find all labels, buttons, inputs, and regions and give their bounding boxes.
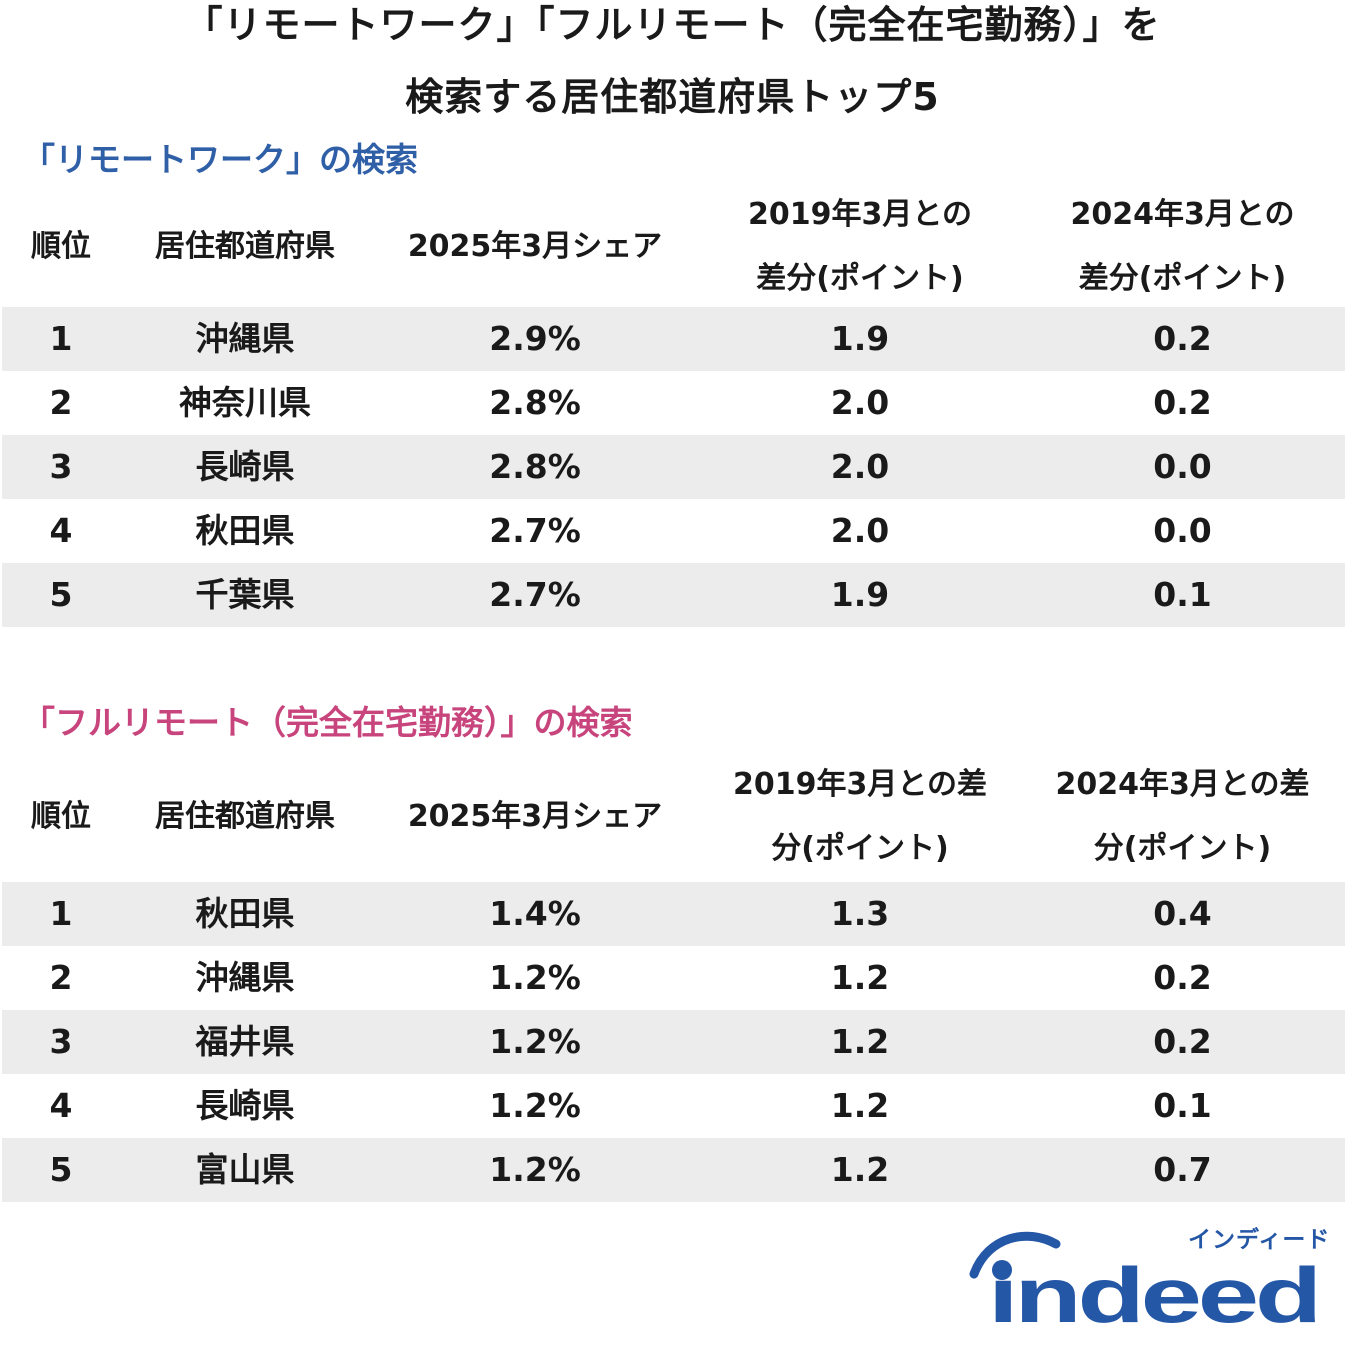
table-row: 2 沖縄県 1.2% 1.2 0.2 — [2, 946, 1345, 1010]
table-row: 2 神奈川県 2.8% 2.0 0.2 — [2, 371, 1345, 435]
logo-kana: インディード — [1188, 1227, 1331, 1253]
ranking-table-remote-work: 順位 居住都道府県 2025年3月シェア 2019年3月との 差分(ポイント) 2024… — [2, 186, 1345, 627]
cell-prefecture: 富山県 — [195, 1150, 295, 1189]
logo-dot — [992, 1260, 1012, 1280]
header-rank: 順位 — [31, 228, 91, 264]
cell-diff-2024: 0.1 — [1153, 575, 1212, 614]
cell-diff-2024: 0.2 — [1153, 383, 1212, 422]
cell-prefecture: 神奈川県 — [179, 383, 311, 422]
table-row: 4 長崎県 1.2% 1.2 0.1 — [2, 1074, 1345, 1138]
page-title-line1: 「リモートワーク」「フルリモート（完全在宅勤務）」を — [184, 3, 1161, 47]
header-diff-2019: 2019年3月との 差分(ポイント) — [747, 196, 973, 296]
cell-diff-2024: 0.2 — [1153, 319, 1212, 358]
table-row: 1 沖縄県 2.9% 1.9 0.2 — [2, 307, 1345, 371]
cell-diff-2019: 1.2 — [830, 1022, 890, 1061]
cell-share: 1.4% — [489, 894, 581, 933]
cell-rank: 4 — [49, 1086, 73, 1125]
header-rank: 順位 — [31, 799, 91, 834]
cell-share: 2.9% — [489, 319, 581, 358]
cell-share: 2.8% — [489, 447, 581, 486]
cell-share: 1.2% — [489, 958, 581, 997]
header-share-2025: 2025年3月シェア — [407, 799, 663, 834]
header-share-2025: 2025年3月シェア — [407, 228, 663, 264]
cell-rank: 3 — [49, 1022, 73, 1061]
table-row: 4 秋田県 2.7% 2.0 0.0 — [2, 499, 1345, 563]
page-title-line2: 検索する居住都道府県トップ5 — [405, 75, 940, 119]
cell-prefecture: 秋田県 — [195, 511, 295, 550]
cell-diff-2019: 2.0 — [830, 447, 890, 486]
cell-diff-2024: 0.4 — [1153, 894, 1212, 933]
table-row: 5 富山県 1.2% 1.2 0.7 — [2, 1138, 1345, 1202]
cell-diff-2024: 0.0 — [1153, 511, 1212, 550]
cell-rank: 3 — [49, 447, 73, 486]
cell-share: 1.2% — [489, 1022, 581, 1061]
cell-diff-2019: 1.9 — [830, 319, 890, 358]
cell-share: 1.2% — [489, 1150, 581, 1189]
cell-diff-2019: 1.2 — [830, 1150, 890, 1189]
cell-diff-2019: 1.2 — [830, 958, 890, 997]
header-prefecture: 居住都道府県 — [155, 799, 335, 834]
cell-diff-2019: 1.3 — [830, 894, 890, 933]
header-diff-2024: 2024年3月との差 分(ポイント) — [1055, 767, 1310, 866]
cell-share: 2.7% — [489, 575, 581, 614]
cell-rank: 5 — [49, 575, 73, 614]
section-title-full-remote: 「フルリモート（完全在宅勤務）」の検索 — [22, 703, 633, 742]
cell-diff-2024: 0.2 — [1153, 1022, 1212, 1061]
cell-rank: 2 — [49, 383, 73, 422]
cell-prefecture: 長崎県 — [195, 1086, 295, 1125]
cell-diff-2019: 1.2 — [830, 1086, 890, 1125]
cell-rank: 1 — [49, 894, 73, 933]
cell-diff-2024: 0.2 — [1153, 958, 1212, 997]
table-header: 順位 居住都道府県 2025年3月シェア 2019年3月との 差分(ポイント) 2024… — [2, 186, 1345, 307]
logo-arc — [969, 1231, 1061, 1279]
cell-diff-2019: 2.0 — [830, 511, 890, 550]
cell-rank: 1 — [49, 319, 73, 358]
cell-prefecture: 沖縄県 — [195, 319, 295, 358]
header-prefecture: 居住都道府県 — [155, 228, 335, 264]
cell-share: 2.7% — [489, 511, 581, 550]
table-row: 5 千葉県 2.7% 1.9 0.1 — [2, 563, 1345, 627]
cell-prefecture: 千葉県 — [195, 575, 295, 614]
header-diff-2024: 2024年3月との 差分(ポイント) — [1070, 196, 1295, 296]
cell-share: 1.2% — [489, 1086, 581, 1125]
table-row: 3 福井県 1.2% 1.2 0.2 — [2, 1010, 1345, 1074]
table-row: 3 長崎県 2.8% 2.0 0.0 — [2, 435, 1345, 499]
cell-diff-2024: 0.1 — [1153, 1086, 1212, 1125]
table-row: 1 秋田県 1.4% 1.3 0.4 — [2, 882, 1345, 946]
cell-diff-2024: 0.0 — [1153, 447, 1212, 486]
cell-share: 2.8% — [489, 383, 581, 422]
cell-prefecture: 沖縄県 — [195, 958, 295, 997]
cell-rank: 5 — [49, 1150, 73, 1189]
cell-diff-2019: 2.0 — [830, 383, 890, 422]
table-header: 順位 居住都道府県 2025年3月シェア 2019年3月との差 分(ポイント) 2024… — [2, 752, 1345, 882]
cell-prefecture: 長崎県 — [195, 447, 295, 486]
logo-wordmark: indeed — [988, 1251, 1318, 1332]
cell-prefecture: 秋田県 — [195, 894, 295, 933]
cell-rank: 2 — [49, 958, 73, 997]
ranking-table-full-remote: 順位 居住都道府県 2025年3月シェア 2019年3月との差 分(ポイント) 2024… — [2, 752, 1345, 1202]
section-title-remote-work: 「リモートワーク」の検索 — [22, 140, 418, 179]
header-diff-2019: 2019年3月との差 分(ポイント) — [732, 767, 988, 866]
cell-diff-2024: 0.7 — [1153, 1150, 1212, 1189]
cell-prefecture: 福井県 — [195, 1022, 295, 1061]
indeed-logo-icon: indeed — [969, 1231, 1321, 1332]
cell-diff-2019: 1.9 — [830, 575, 890, 614]
cell-rank: 4 — [49, 511, 73, 550]
